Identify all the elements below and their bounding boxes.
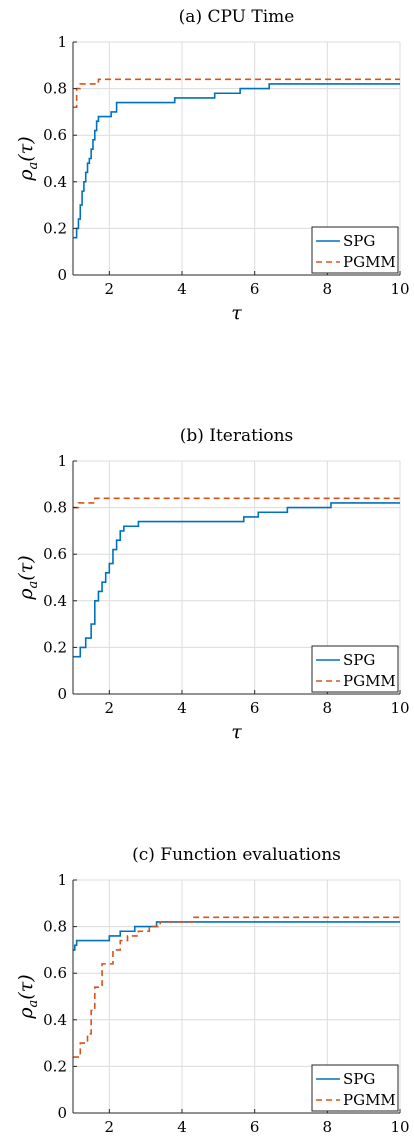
x-tick-label: 8 [323, 1118, 333, 1136]
chart-panel-1: (a) CPU Time 2 4 6 8 10 0 0.2 0.4 0.6 0.8 1 τ ρa(τ) SP… [15, 7, 410, 324]
x-axis-label: τ [231, 721, 242, 743]
series-line-spg [73, 502, 400, 658]
y-tick-label: 0.8 [43, 80, 67, 98]
x-tick-label: 6 [250, 1118, 260, 1136]
x-tick-label: 10 [390, 280, 409, 298]
legend-label-spg: SPG [343, 651, 375, 669]
y-tick-label: 0 [57, 1104, 67, 1122]
x-tick-label: 4 [177, 1118, 187, 1136]
legend-label-pgmm: PGMM [343, 1091, 396, 1109]
x-tick-label: 6 [250, 699, 260, 717]
x-tick-label: 10 [390, 1118, 409, 1136]
y-tick-label: 0.8 [43, 499, 67, 517]
y-axis-label: ρa(τ) [15, 136, 41, 181]
y-tick-label: 0.4 [43, 173, 67, 191]
series-line-pgmm [73, 916, 400, 1058]
y-tick-label: 0.4 [43, 592, 67, 610]
x-tick-label: 4 [177, 699, 187, 717]
chart-panel-2: (b) Iterations 2 4 6 8 10 0 0.2 0.4 0.6 0.8 1 τ ρa(τ)… [15, 426, 410, 743]
x-tick-label: 8 [323, 280, 333, 298]
y-tick-label: 0.8 [43, 918, 67, 936]
chart-panel-3: (c) Function evaluations 2 4 6 8 10 0 0.2 0.4 0.6… [15, 845, 410, 1142]
x-tick-label: 2 [105, 1118, 115, 1136]
y-tick-label: 0.2 [43, 219, 67, 237]
legend-box [311, 645, 399, 693]
series-line-pgmm [73, 78, 400, 109]
x-axis-label: τ [231, 1140, 242, 1142]
x-tick-label: 2 [105, 699, 115, 717]
y-tick-label: 1 [57, 452, 67, 470]
legend-box [311, 1064, 399, 1112]
legend-box [311, 226, 399, 274]
series-line-pgmm [73, 497, 400, 509]
y-axis-label: ρa(τ) [15, 555, 41, 600]
chart-title: (b) Iterations [180, 426, 294, 446]
legend-label-pgmm: PGMM [343, 672, 396, 690]
y-axis-label: ρa(τ) [15, 974, 41, 1019]
y-tick-label: 0 [57, 266, 67, 284]
x-tick-label: 8 [323, 699, 333, 717]
legend-label-pgmm: PGMM [343, 253, 396, 271]
x-tick-label: 6 [250, 280, 260, 298]
y-tick-label: 0.2 [43, 1057, 67, 1075]
y-tick-label: 0.4 [43, 1011, 67, 1029]
y-tick-label: 0.6 [43, 545, 67, 563]
x-axis-label: τ [231, 302, 242, 324]
x-tick-label: 4 [177, 280, 187, 298]
y-tick-label: 0.2 [43, 638, 67, 656]
y-tick-label: 1 [57, 33, 67, 51]
chart-title: (c) Function evaluations [132, 845, 341, 865]
x-tick-label: 2 [105, 280, 115, 298]
y-tick-label: 0.6 [43, 964, 67, 982]
legend-label-spg: SPG [343, 232, 375, 250]
series-line-spg [73, 83, 400, 239]
x-tick-label: 10 [390, 699, 409, 717]
y-tick-label: 0 [57, 685, 67, 703]
y-tick-label: 0.6 [43, 126, 67, 144]
y-tick-label: 1 [57, 871, 67, 889]
legend-label-spg: SPG [343, 1070, 375, 1088]
chart-title: (a) CPU Time [179, 7, 295, 27]
